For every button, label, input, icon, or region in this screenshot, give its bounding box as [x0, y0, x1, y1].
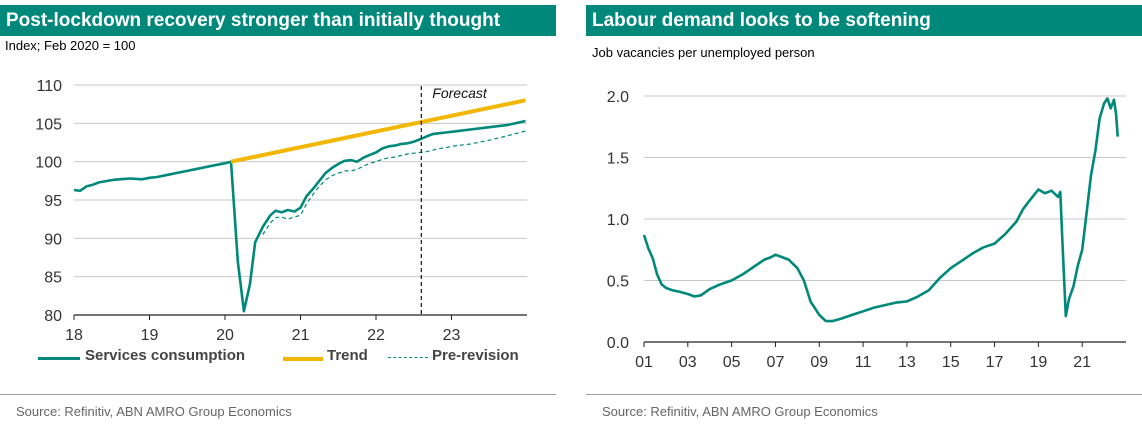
left-chart-subtitle: Index; Feb 2020 = 100 [5, 38, 136, 53]
y-tick-label: 0.0 [607, 335, 629, 352]
y-tick-label: 0.5 [607, 274, 629, 291]
legend-swatch-services [38, 357, 80, 360]
left-chart-panel: Post-lockdown recovery stronger than ini… [0, 0, 556, 427]
x-tick-label: 11 [855, 354, 872, 371]
left-source-rule [0, 394, 556, 395]
series-line-pre-revision-2 [262, 130, 526, 235]
x-tick-label: 19 [141, 327, 159, 344]
x-tick-label: 22 [367, 327, 385, 344]
x-tick-label: 03 [679, 354, 697, 371]
series-line-trend-1 [230, 98, 526, 164]
y-tick-label: 80 [44, 308, 62, 325]
y-tick-label: 100 [35, 155, 62, 172]
y-tick-label: 110 [36, 78, 62, 95]
x-tick-label: 09 [810, 354, 828, 371]
x-tick-label: 19 [1029, 354, 1047, 371]
x-tick-label: 15 [942, 354, 960, 371]
right-source-text: Source: Refinitiv, ABN AMRO Group Econom… [602, 404, 878, 419]
legend-label-services: Services consumption [85, 347, 246, 364]
y-tick-label: 1.0 [607, 212, 629, 229]
series-line-series-0 [642, 97, 1119, 323]
x-tick-label: 05 [723, 354, 741, 371]
x-tick-label: 21 [292, 327, 310, 344]
forecast-label: Forecast [432, 85, 488, 101]
right-chart-subtitle: Job vacancies per unemployed person [592, 45, 815, 60]
left-chart-plot: 80 85 90 95 100 105 110 18 19 20 21 22 23 Forecast [35, 78, 527, 344]
left-chart-title: Post-lockdown recovery stronger than ini… [0, 5, 556, 36]
x-tick-label: 23 [443, 327, 461, 344]
y-tick-label: 1.5 [607, 151, 629, 168]
x-tick-label: 21 [1073, 354, 1091, 371]
x-tick-label: 20 [216, 327, 234, 344]
y-tick-label: 90 [44, 231, 62, 248]
y-tick-label: 85 [44, 270, 62, 287]
x-tick-label: 18 [65, 327, 83, 344]
right-chart-title: Labour demand looks to be softening [586, 5, 1142, 36]
left-source-text: Source: Refinitiv, ABN AMRO Group Econom… [16, 404, 292, 419]
right-source-rule [586, 394, 1142, 395]
right-chart-panel: Labour demand looks to be softening Job … [586, 0, 1142, 427]
x-tick-label: 17 [986, 354, 1004, 371]
legend-swatch-trend [283, 357, 323, 361]
legend-label-trend: Trend [327, 347, 368, 364]
x-tick-label: 01 [635, 354, 653, 371]
x-tick-label: 13 [898, 354, 916, 371]
legend-swatch-prerevision [388, 357, 428, 358]
series-line-services-consumption-0 [73, 119, 526, 313]
y-tick-label: 95 [44, 193, 62, 210]
y-tick-label: 105 [35, 116, 62, 133]
y-tick-label: 2.0 [607, 89, 629, 106]
right-chart-plot: 0.0 0.5 1.0 1.5 2.0 01 03 05 07 09 11 13 15 17 19 21 [607, 89, 1126, 371]
legend-label-prerevision: Pre-revision [432, 347, 519, 364]
x-tick-label: 07 [767, 354, 785, 371]
